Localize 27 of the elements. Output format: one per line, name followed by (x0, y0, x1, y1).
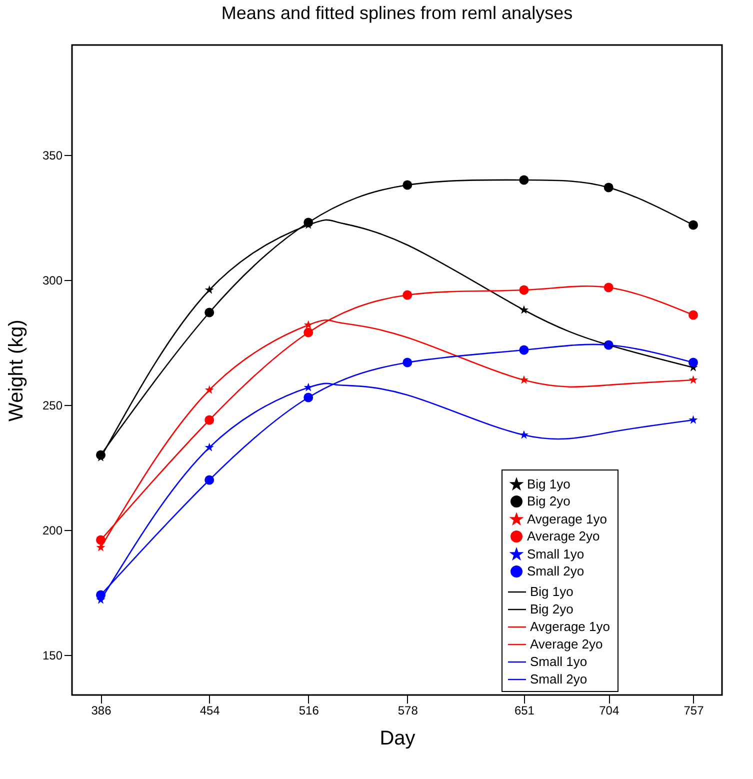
y-tick-label: 350 (42, 148, 63, 162)
x-tick-label: 651 (514, 704, 535, 718)
x-axis-title: Day (380, 728, 416, 750)
x-tick-label: 757 (684, 704, 704, 718)
legend-label: Avgerage 1yo (530, 619, 610, 634)
legend-label: Big 1yo (530, 584, 574, 599)
legend-label: Big 2yo (527, 494, 570, 508)
legend-label: Avgerage 1yo (527, 512, 607, 526)
y-tick-label: 300 (42, 274, 63, 288)
legend-label: Average 2yo (527, 528, 600, 544)
chart-title: Means and fitted splines from reml analyses (221, 3, 573, 23)
legend-label: Small 1yo (527, 546, 584, 562)
y-tick-label: 200 (42, 524, 63, 538)
legend-label: Small 1yo (530, 654, 588, 669)
y-tick-label: 250 (42, 398, 63, 412)
x-tick-label: 454 (200, 704, 220, 718)
legend-label: Average 2yo (530, 636, 603, 652)
x-tick-label: 704 (599, 704, 620, 718)
legend-label: Small 2yo (530, 672, 588, 686)
legend-label: Big 2yo (530, 602, 574, 616)
x-tick-label: 516 (298, 704, 320, 718)
y-axis-title: Weight (kg) (5, 320, 28, 422)
legend-label: Small 2yo (527, 564, 584, 578)
x-tick-label: 386 (91, 704, 112, 718)
x-tick-label: 578 (398, 704, 418, 718)
y-tick-label: 150 (42, 648, 63, 662)
legend-label: Big 1yo (527, 476, 570, 492)
